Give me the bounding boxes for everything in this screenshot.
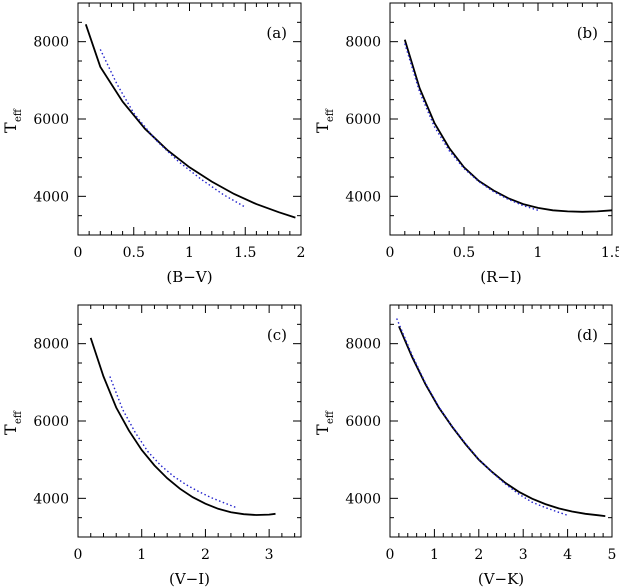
- y-tick-label: 8000: [345, 35, 381, 51]
- y-axis-label-sub: eff: [13, 108, 24, 122]
- x-tick-label: 0: [74, 245, 83, 261]
- y-tick-label: 4000: [345, 491, 381, 507]
- x-tick-label: 0.5: [453, 245, 475, 261]
- dotted-curve: [396, 318, 568, 516]
- y-tick-label: 6000: [345, 112, 381, 128]
- x-tick-label: 0: [386, 547, 395, 563]
- solid-curve: [403, 39, 612, 213]
- solid-curve: [84, 24, 296, 219]
- x-tick-label: 2: [201, 547, 210, 563]
- x-axis-label: (R−I): [480, 268, 522, 286]
- x-tick-label: 1.5: [601, 245, 619, 261]
- y-tick-label: 4000: [33, 491, 69, 507]
- x-tick-label: 0: [386, 245, 395, 261]
- y-tick-label: 4000: [33, 189, 69, 205]
- y-tick-label: 6000: [33, 112, 69, 128]
- panel-tag: (a): [266, 24, 287, 42]
- y-axis-label-main: T: [313, 122, 332, 133]
- x-tick-label: 1: [430, 547, 439, 563]
- x-tick-label: 4: [563, 547, 572, 563]
- solid-curve: [89, 337, 276, 516]
- x-axis-label: (V−K): [478, 570, 524, 588]
- y-axis-label-main: T: [1, 122, 20, 133]
- x-axis-label: (B−V): [166, 268, 212, 286]
- dotted-curve: [99, 49, 246, 208]
- x-tick-label: 3: [519, 547, 528, 563]
- panel-tag: (c): [267, 326, 287, 344]
- x-tick-label: 1: [185, 245, 194, 261]
- y-tick-label: 8000: [33, 337, 69, 353]
- y-axis-label-sub: eff: [13, 410, 24, 424]
- x-tick-label: 2: [297, 245, 306, 261]
- x-tick-label: 1: [137, 547, 146, 563]
- y-axis-label-sub: eff: [325, 108, 336, 122]
- x-tick-label: 1: [534, 245, 543, 261]
- solid-curve: [398, 325, 606, 517]
- y-axis-label-main: T: [313, 424, 332, 435]
- x-tick-label: 0.5: [123, 245, 145, 261]
- y-axis-label-main: T: [1, 424, 20, 435]
- dotted-curve: [109, 376, 238, 509]
- y-tick-label: 8000: [345, 337, 381, 353]
- panel-tag: (d): [577, 326, 598, 344]
- x-tick-label: 1.5: [234, 245, 256, 261]
- dotted-curve: [404, 43, 539, 211]
- y-tick-label: 8000: [33, 35, 69, 51]
- x-tick-label: 5: [608, 547, 617, 563]
- x-tick-label: 3: [265, 547, 274, 563]
- x-tick-label: 2: [474, 547, 483, 563]
- y-axis-label-sub: eff: [325, 410, 336, 424]
- panel-tag: (b): [577, 24, 598, 42]
- x-axis-label: (V−I): [169, 570, 210, 588]
- y-tick-label: 6000: [33, 414, 69, 430]
- x-tick-label: 0: [74, 547, 83, 563]
- y-tick-label: 4000: [345, 189, 381, 205]
- y-tick-label: 6000: [345, 414, 381, 430]
